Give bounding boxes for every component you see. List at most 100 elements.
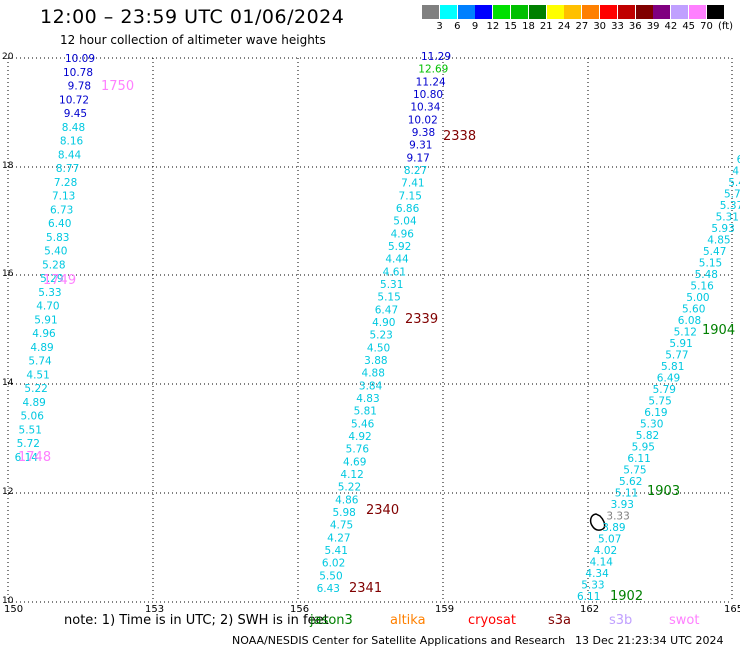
left-track-value: 5.91 bbox=[34, 314, 57, 326]
axis-labels: 150 153 156 159 162 165 20 18 16 14 12 10 bbox=[2, 52, 740, 615]
right-track-value: 5.16 bbox=[690, 281, 714, 293]
scale-swatch bbox=[457, 5, 475, 19]
right-track-value: 4.87 bbox=[732, 166, 740, 178]
right-track-value: 4.85 bbox=[707, 235, 730, 247]
left-track-value: 5.83 bbox=[46, 232, 69, 244]
middle-track-value: 4.83 bbox=[356, 393, 379, 405]
left-track-value: 4.89 bbox=[30, 342, 53, 354]
satellite-legend-item: s3a bbox=[548, 613, 572, 628]
middle-track-value: 5.23 bbox=[369, 330, 392, 342]
scale-swatch bbox=[653, 5, 671, 19]
middle-track-value: 4.69 bbox=[343, 456, 366, 468]
left-track-value: 10.78 bbox=[63, 67, 93, 79]
right-track-value: 5.81 bbox=[661, 361, 684, 373]
pass-time-label: 2340 bbox=[366, 503, 399, 518]
left-track-value: 8.44 bbox=[58, 149, 82, 161]
pass-time-label: 2341 bbox=[349, 581, 382, 596]
middle-track-value: 9.31 bbox=[409, 140, 432, 152]
middle-track-value: 5.04 bbox=[393, 216, 417, 228]
scale-label: 6 bbox=[454, 21, 461, 32]
right-track-value: 6.00 bbox=[737, 154, 740, 166]
right-track-value: 5.91 bbox=[669, 338, 692, 350]
scale-label: 9 bbox=[471, 21, 479, 32]
lon-tick-label: 156 bbox=[290, 604, 309, 615]
middle-track-value: 5.81 bbox=[354, 406, 377, 418]
scale-swatch bbox=[439, 5, 457, 19]
left-track-value: 4.51 bbox=[26, 369, 49, 381]
middle-track-value: 5.41 bbox=[325, 545, 348, 557]
right-track-value: 5.30 bbox=[640, 419, 663, 431]
middle-track-value: 11.29 bbox=[421, 51, 451, 63]
footer-note: note: 1) Time is in UTC; 2) SWH is in fe… bbox=[64, 613, 329, 628]
right-track-value: 5.62 bbox=[619, 476, 642, 488]
middle-track-value: 3.88 bbox=[364, 355, 387, 367]
left-track-value: 10.09 bbox=[65, 53, 95, 65]
lat-tick-label: 18 bbox=[2, 161, 14, 171]
middle-track-value: 4.12 bbox=[340, 469, 363, 481]
scale-label: 42 bbox=[664, 21, 678, 32]
right-track-value: 6.08 bbox=[678, 315, 701, 327]
lat-tick-label: 20 bbox=[2, 52, 14, 62]
right-track-value: 5.31 bbox=[716, 212, 739, 224]
scale-swatch bbox=[706, 5, 724, 19]
scale-label: 45 bbox=[682, 21, 696, 32]
pass-time-label: 1748 bbox=[18, 450, 51, 465]
footer-credit: NOAA/NESDIS Center for Satellite Applica… bbox=[232, 634, 566, 647]
satellite-legend-item: jason3 bbox=[310, 613, 353, 628]
right-track-value: 5.11 bbox=[615, 488, 638, 500]
scale-label: 21 bbox=[539, 21, 553, 32]
lat-tick-label: 16 bbox=[2, 269, 14, 279]
left-track-value: 5.22 bbox=[24, 383, 47, 395]
right-track-value: 5.75 bbox=[623, 465, 646, 477]
lat-tick-label: 10 bbox=[2, 596, 14, 606]
scale-swatch bbox=[546, 5, 564, 19]
footer-date: 13 Dec 21:23:34 UTC 2024 bbox=[575, 634, 724, 647]
middle-track-value: 9.17 bbox=[406, 152, 429, 164]
middle-track-value: 6.43 bbox=[317, 583, 340, 595]
right-track-value: 6.49 bbox=[657, 373, 680, 385]
middle-track-value: 3.84 bbox=[359, 380, 383, 392]
right-track-value: 5.60 bbox=[682, 304, 705, 316]
middle-track-value: 5.92 bbox=[388, 241, 411, 253]
middle-track-value: 4.44 bbox=[385, 254, 409, 266]
page-title: 12:00 – 23:59 UTC 01/06/2024 bbox=[40, 6, 345, 28]
middle-track-value: 5.22 bbox=[338, 482, 361, 494]
middle-track-value: 6.86 bbox=[396, 203, 420, 215]
right-track-value: 5.46 bbox=[728, 177, 740, 189]
left-track-value: 5.72 bbox=[17, 438, 40, 450]
middle-track-value: 8.27 bbox=[404, 165, 427, 177]
scale-unit: (ft) bbox=[718, 21, 734, 32]
scale-swatch bbox=[689, 5, 706, 19]
left-track-value: 5.29 bbox=[40, 273, 63, 285]
left-track-value: 8.16 bbox=[60, 136, 84, 148]
scale-label: 70 bbox=[700, 21, 713, 32]
scale-label: 33 bbox=[611, 21, 624, 32]
middle-track-value: 10.34 bbox=[410, 102, 440, 114]
right-track-value: 5.15 bbox=[699, 258, 722, 270]
lon-tick-label: 159 bbox=[435, 604, 454, 615]
right-track-value: 5.77 bbox=[665, 350, 688, 362]
right-track-value: 5.93 bbox=[711, 223, 734, 235]
scale-swatch bbox=[635, 5, 653, 19]
scale-label: 36 bbox=[628, 21, 642, 32]
scale-swatch bbox=[475, 5, 493, 19]
right-track-value: 4.14 bbox=[590, 557, 614, 569]
scale-label: 30 bbox=[593, 21, 607, 32]
right-track-value: 5.75 bbox=[648, 396, 671, 408]
pass-time-label: 1749 bbox=[43, 273, 76, 288]
right-track-value: 5.00 bbox=[686, 292, 709, 304]
left-track-value: 5.40 bbox=[44, 246, 67, 258]
right-track-value: 5.33 bbox=[581, 580, 604, 592]
scale-label: 27 bbox=[575, 21, 589, 32]
scale-swatch bbox=[671, 5, 689, 19]
page-subtitle: 12 hour collection of altimeter wave hei… bbox=[60, 33, 326, 47]
left-track-value: 5.51 bbox=[19, 424, 42, 436]
map-grid bbox=[7, 57, 733, 603]
satellite-legend-item: swot bbox=[669, 613, 700, 628]
pass-time-label: 1903 bbox=[647, 484, 680, 499]
middle-track-value: 5.31 bbox=[380, 279, 403, 291]
left-track-value: 7.13 bbox=[52, 191, 75, 203]
middle-track-value: 4.90 bbox=[372, 317, 395, 329]
